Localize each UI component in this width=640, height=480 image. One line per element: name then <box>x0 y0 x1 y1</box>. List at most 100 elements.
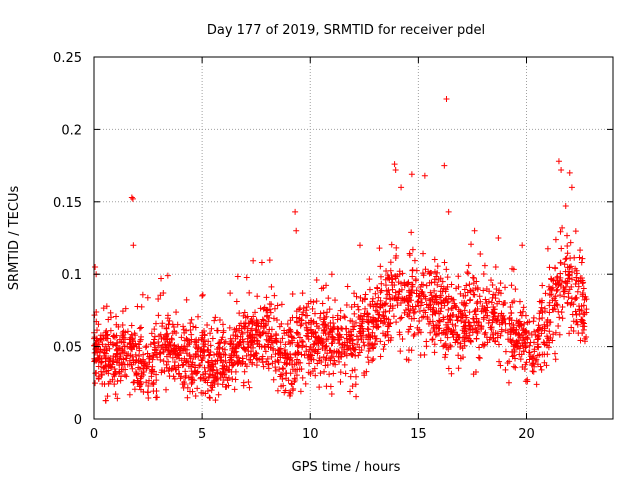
data-point <box>95 363 102 370</box>
data-point <box>136 347 143 354</box>
data-point <box>576 254 583 261</box>
data-point <box>199 291 206 298</box>
data-point <box>442 297 449 304</box>
data-point <box>382 332 389 339</box>
data-point <box>352 352 359 359</box>
data-point <box>132 351 139 358</box>
data-point <box>396 331 403 338</box>
data-point <box>317 314 324 321</box>
data-point <box>470 371 477 378</box>
data-point <box>546 328 553 335</box>
data-point <box>473 278 480 285</box>
data-point <box>120 356 127 363</box>
data-point <box>204 321 211 328</box>
data-point <box>508 282 515 289</box>
data-point <box>376 245 383 252</box>
data-point <box>201 332 208 339</box>
data-point <box>499 319 506 326</box>
data-point <box>510 363 517 370</box>
data-point <box>228 350 235 357</box>
data-point <box>387 296 394 303</box>
data-point <box>565 275 572 282</box>
data-point <box>531 346 538 353</box>
data-point <box>429 336 436 343</box>
data-point <box>102 343 109 350</box>
data-point <box>554 286 561 293</box>
data-point <box>377 338 384 345</box>
data-point <box>562 268 569 275</box>
data-point <box>555 322 562 329</box>
data-point <box>323 282 330 289</box>
data-point <box>387 259 394 266</box>
data-point <box>325 331 332 338</box>
data-point <box>283 361 290 368</box>
data-point <box>374 284 381 291</box>
data-point <box>409 266 416 273</box>
data-point <box>350 345 357 352</box>
data-point <box>546 264 553 271</box>
data-point <box>263 358 270 365</box>
data-point <box>512 355 519 362</box>
data-point <box>369 329 376 336</box>
data-point <box>421 172 428 179</box>
data-point <box>258 320 265 327</box>
data-point <box>290 385 297 392</box>
data-point <box>543 333 550 340</box>
data-point <box>195 313 202 320</box>
data-point <box>303 304 310 311</box>
data-point <box>557 259 564 266</box>
data-point <box>496 358 503 365</box>
data-point <box>118 373 125 380</box>
data-point <box>507 331 514 338</box>
data-point <box>265 333 272 340</box>
data-point <box>204 387 211 394</box>
data-point <box>152 344 159 351</box>
data-point <box>442 351 449 358</box>
data-point <box>102 397 109 404</box>
data-point <box>287 390 294 397</box>
data-point <box>167 350 174 357</box>
data-point <box>298 351 305 358</box>
data-point <box>498 328 505 335</box>
data-point <box>211 351 218 358</box>
data-point <box>448 281 455 288</box>
data-point <box>303 332 310 339</box>
data-point <box>388 279 395 286</box>
data-point <box>178 343 185 350</box>
data-point <box>335 348 342 355</box>
data-point <box>341 313 348 320</box>
data-point <box>526 342 533 349</box>
data-point <box>416 292 423 299</box>
data-point <box>349 336 356 343</box>
data-point <box>248 339 255 346</box>
data-point <box>556 331 563 338</box>
data-point <box>99 380 106 387</box>
data-point <box>268 283 275 290</box>
data-point <box>555 158 562 165</box>
data-point <box>249 319 256 326</box>
data-point <box>372 290 379 297</box>
data-point <box>480 342 487 349</box>
data-point <box>153 377 160 384</box>
data-point <box>370 344 377 351</box>
data-point <box>513 317 520 324</box>
data-point <box>373 321 380 328</box>
data-point <box>422 309 429 316</box>
data-point <box>492 338 499 345</box>
data-point <box>276 366 283 373</box>
data-point <box>329 314 336 321</box>
data-point <box>517 309 524 316</box>
data-point <box>457 290 464 297</box>
data-point <box>377 273 384 280</box>
data-point <box>211 381 218 388</box>
data-point <box>359 332 366 339</box>
data-point <box>412 276 419 283</box>
data-point <box>149 368 156 375</box>
data-point <box>265 344 272 351</box>
data-point <box>379 312 386 319</box>
data-point <box>120 350 127 357</box>
data-point <box>480 316 487 323</box>
data-point <box>252 309 259 316</box>
data-point <box>559 304 566 311</box>
data-point <box>509 265 516 272</box>
